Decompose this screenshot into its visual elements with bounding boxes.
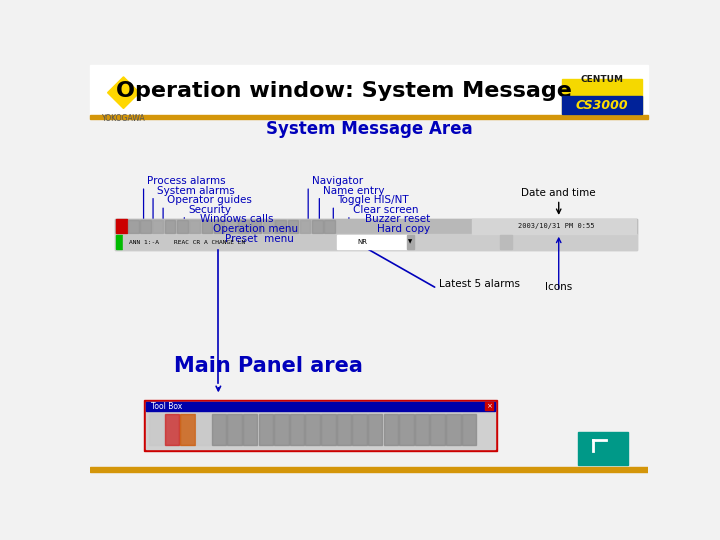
Bar bbox=[312, 220, 323, 233]
Bar bbox=[399, 414, 414, 446]
Bar bbox=[238, 220, 249, 233]
Text: Operation menu: Operation menu bbox=[213, 224, 298, 234]
Bar bbox=[300, 220, 310, 233]
Bar bbox=[324, 220, 335, 233]
Text: Operation window: System Message: Operation window: System Message bbox=[116, 81, 572, 101]
Bar bbox=[212, 414, 226, 446]
Bar bbox=[251, 220, 261, 233]
Bar bbox=[275, 220, 286, 233]
Bar bbox=[228, 414, 242, 446]
Bar bbox=[274, 414, 289, 446]
Text: Tool Box: Tool Box bbox=[151, 402, 183, 411]
Bar bbox=[415, 414, 429, 446]
Text: Process alarms: Process alarms bbox=[148, 176, 226, 186]
Bar bbox=[384, 414, 398, 446]
Text: 2003/10/31 PM 0:55: 2003/10/31 PM 0:55 bbox=[518, 224, 594, 230]
Bar bbox=[90, 467, 648, 472]
Bar bbox=[165, 414, 179, 446]
Text: CENTUM: CENTUM bbox=[581, 75, 624, 84]
Bar bbox=[562, 97, 642, 114]
Text: Name entry: Name entry bbox=[323, 186, 384, 196]
Bar bbox=[140, 220, 150, 233]
Bar bbox=[90, 65, 648, 116]
Bar bbox=[578, 431, 629, 465]
Bar bbox=[124, 235, 336, 249]
Bar bbox=[214, 220, 225, 233]
Bar bbox=[446, 414, 461, 446]
Text: System Message Area: System Message Area bbox=[266, 120, 472, 138]
Bar bbox=[321, 414, 336, 446]
Bar bbox=[305, 414, 320, 446]
Text: System alarms: System alarms bbox=[157, 186, 235, 196]
Bar bbox=[128, 220, 138, 233]
Bar bbox=[115, 219, 637, 234]
Text: Latest 5 alarms: Latest 5 alarms bbox=[438, 279, 520, 289]
Text: Date and time: Date and time bbox=[521, 188, 596, 198]
Polygon shape bbox=[107, 77, 140, 109]
Bar bbox=[202, 220, 212, 233]
Text: Preset  menu: Preset menu bbox=[225, 234, 294, 244]
Bar bbox=[472, 219, 636, 234]
Text: Operator guides: Operator guides bbox=[167, 195, 252, 205]
Text: Main Panel area: Main Panel area bbox=[174, 356, 363, 376]
Bar bbox=[115, 219, 637, 250]
Bar bbox=[462, 414, 476, 446]
Text: ×: × bbox=[486, 403, 492, 409]
Bar bbox=[289, 414, 305, 446]
Bar bbox=[115, 234, 637, 250]
Text: YOKOGAWA: YOKOGAWA bbox=[102, 114, 145, 123]
Bar bbox=[165, 220, 176, 233]
Bar bbox=[90, 114, 648, 119]
Bar bbox=[189, 220, 200, 233]
Bar bbox=[263, 220, 274, 233]
Bar bbox=[258, 414, 273, 446]
Text: Navigator: Navigator bbox=[312, 176, 363, 186]
Bar bbox=[287, 220, 298, 233]
Bar bbox=[149, 414, 163, 446]
Bar bbox=[407, 235, 414, 249]
Bar bbox=[116, 235, 122, 248]
Text: Windows calls: Windows calls bbox=[200, 214, 274, 225]
Bar bbox=[153, 220, 163, 233]
Bar bbox=[181, 414, 195, 446]
Text: Security: Security bbox=[188, 205, 231, 215]
Text: Buzzer reset: Buzzer reset bbox=[365, 214, 431, 225]
Bar bbox=[352, 414, 366, 446]
Text: Toggle HIS/NT: Toggle HIS/NT bbox=[337, 195, 409, 205]
Text: Clear screen: Clear screen bbox=[353, 205, 418, 215]
Text: Icons: Icons bbox=[545, 282, 572, 292]
Bar bbox=[145, 402, 495, 449]
Bar bbox=[196, 414, 210, 446]
Bar bbox=[243, 414, 258, 446]
Bar bbox=[177, 220, 188, 233]
Bar bbox=[226, 220, 237, 233]
Text: ANN 1:-A    REAC CR A CHANGE LN: ANN 1:-A REAC CR A CHANGE LN bbox=[129, 240, 246, 245]
Bar bbox=[500, 235, 513, 248]
Text: NR: NR bbox=[357, 239, 367, 245]
Bar bbox=[368, 414, 382, 446]
Bar bbox=[485, 402, 493, 410]
Text: ▼: ▼ bbox=[408, 240, 413, 245]
Bar bbox=[145, 402, 495, 411]
Bar bbox=[562, 78, 642, 114]
Text: CS3000: CS3000 bbox=[576, 99, 629, 112]
Bar bbox=[431, 414, 445, 446]
Bar bbox=[337, 235, 407, 249]
Text: Hard copy: Hard copy bbox=[377, 224, 431, 234]
Bar bbox=[143, 400, 497, 451]
Bar bbox=[337, 414, 351, 446]
Bar bbox=[116, 219, 127, 233]
